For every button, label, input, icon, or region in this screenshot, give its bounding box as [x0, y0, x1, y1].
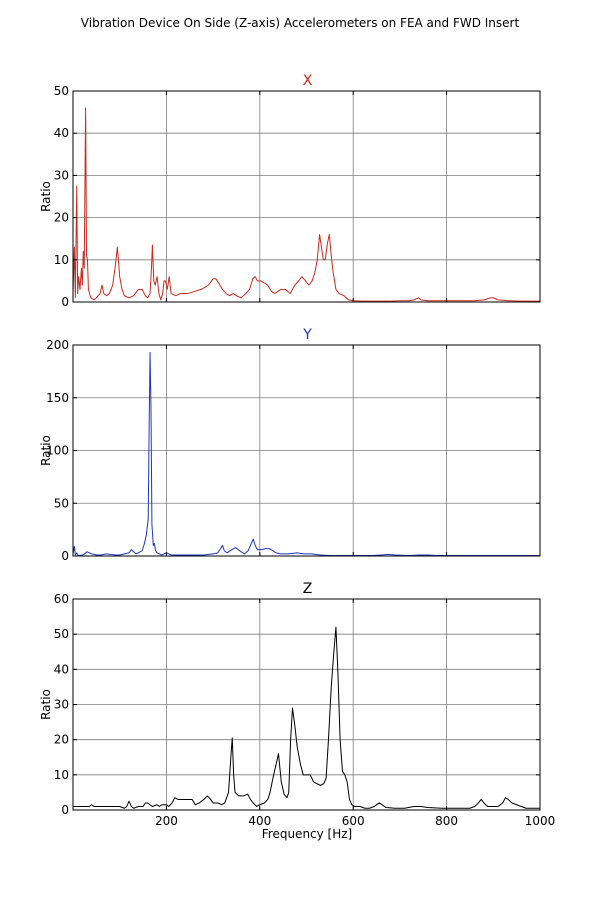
x-axis-panel: 0 10 20 30 40 50 X Ratio: [39, 73, 541, 309]
figure-title: Vibration Device On Side (Z-axis) Accele…: [81, 16, 520, 30]
z-xtick-label-1000: 1000: [525, 814, 556, 828]
x-y-axis-label: Ratio: [39, 181, 53, 212]
y-y-axis-label: Ratio: [39, 435, 53, 466]
y-axis-panel: 0 50 100 150 200 Y Ratio: [39, 327, 541, 563]
x-ytick-label-10: 10: [54, 253, 69, 267]
z-panel-title: Z: [303, 581, 313, 597]
z-ytick-label-0: 0: [61, 803, 69, 817]
z-xtick-label-200: 200: [155, 814, 178, 828]
z-series-line: [73, 626, 540, 809]
z-ytick-label-50: 50: [54, 627, 69, 641]
z-xtick-label-600: 600: [342, 814, 365, 828]
y-series-line: [72, 351, 540, 556]
y-ytick-label-150: 150: [46, 391, 69, 405]
x-axis-label: Frequency [Hz]: [262, 827, 353, 841]
x-plot-frame: [72, 90, 541, 303]
y-ytick-label-100: 100: [46, 444, 69, 458]
y-panel-title: Y: [302, 327, 312, 343]
x-ytick-label-20: 20: [54, 211, 69, 225]
x-ytick-label-50: 50: [54, 84, 69, 98]
y-ytick-label-0: 0: [61, 549, 69, 563]
z-ytick-label-30: 30: [54, 698, 69, 712]
z-xtick-label-800: 800: [435, 814, 458, 828]
z-y-axis-label: Ratio: [39, 689, 53, 720]
y-ytick-label-50: 50: [54, 496, 69, 510]
z-xtick-label-400: 400: [248, 814, 271, 828]
z-ytick-label-10: 10: [54, 768, 69, 782]
x-panel-title: X: [303, 73, 313, 89]
x-series-line: [72, 107, 540, 302]
y-ytick-label-200: 200: [46, 338, 69, 352]
z-ytick-label-40: 40: [54, 662, 69, 676]
z-ytick-label-60: 60: [54, 592, 69, 606]
x-ytick-label-0: 0: [61, 295, 69, 309]
z-ytick-label-20: 20: [54, 733, 69, 747]
x-ytick-label-30: 30: [54, 168, 69, 182]
x-ytick-label-40: 40: [54, 126, 69, 140]
z-axis-panel: 0 10 20 30 40 50 60 200 400 600 800 1000 Z Ratio: [39, 581, 555, 828]
